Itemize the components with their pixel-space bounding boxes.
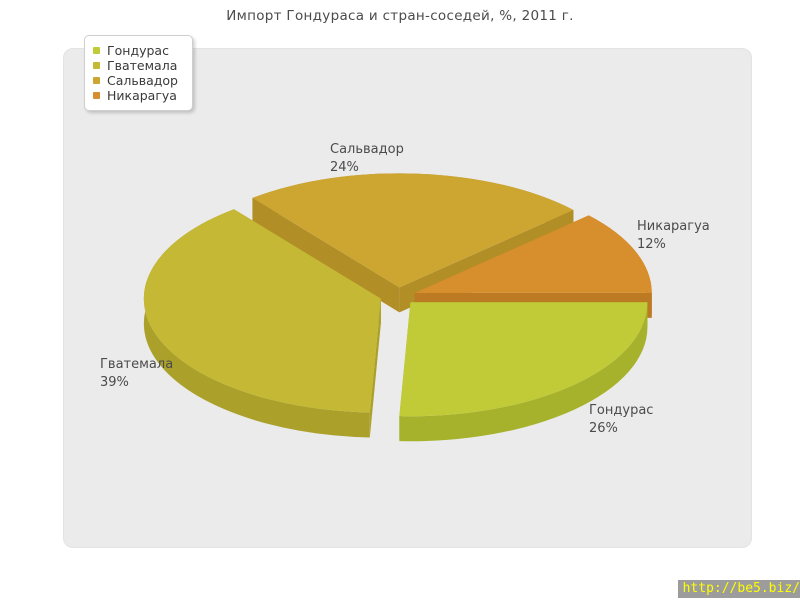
legend: Гондурас Гватемала Сальвадор Никарагуа: [84, 35, 193, 111]
slice-label-salvador: Сальвадор 24%: [330, 141, 404, 177]
slice-label-nicaragua: Никарагуа 12%: [637, 218, 710, 254]
legend-item-nicaragua[interactable]: Никарагуа: [93, 88, 178, 103]
slice-label-pct: 12%: [637, 237, 666, 252]
slice-label-name: Гондурас: [589, 403, 654, 418]
legend-swatch: [93, 47, 100, 54]
slice-label-honduras: Гондурас 26%: [589, 402, 653, 438]
pie-slice-face: [143, 209, 370, 438]
legend-item-salvador[interactable]: Сальвадор: [93, 73, 178, 88]
legend-item-label: Гондурас: [107, 43, 169, 58]
pie-slice-face: [369, 298, 381, 438]
slice-label-pct: 26%: [589, 421, 618, 436]
legend-swatch: [93, 77, 100, 84]
slice-label-name: Сальвадор: [330, 142, 404, 157]
legend-item-label: Никарагуа: [107, 88, 177, 103]
legend-item-label: Сальвадор: [107, 73, 178, 88]
pie-slice-face: [143, 209, 381, 413]
legend-item-honduras[interactable]: Гондурас: [93, 43, 178, 58]
slice-label-name: Никарагуа: [637, 219, 710, 234]
slice-label-pct: 39%: [100, 375, 129, 390]
legend-item-label: Гватемала: [107, 58, 178, 73]
pie-slice-face: [399, 302, 648, 442]
chart-title: Импорт Гондураса и стран-соседей, %, 201…: [226, 8, 574, 24]
pie-slice-face: [252, 197, 400, 313]
slice-label-guatemala: Гватемала 39%: [100, 356, 173, 392]
slice-label-name: Гватемала: [100, 357, 174, 372]
legend-swatch: [93, 92, 100, 99]
pie-slice-Гватемала[interactable]: [143, 209, 381, 438]
legend-swatch: [93, 62, 100, 69]
watermark-link[interactable]: http://be5.biz/: [677, 580, 800, 598]
pie-slice-Гондурас[interactable]: [399, 302, 648, 442]
pie-slice-face: [414, 215, 652, 293]
pie-slice-face: [252, 173, 574, 288]
pie-slice-face: [399, 302, 648, 417]
slice-label-pct: 24%: [330, 160, 359, 175]
legend-item-guatemala[interactable]: Гватемала: [93, 58, 178, 73]
